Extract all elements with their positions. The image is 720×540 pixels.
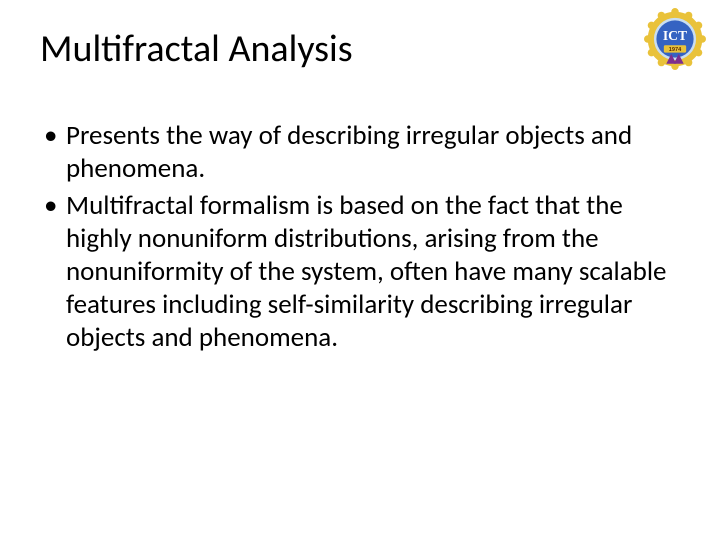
ict-logo: ICT 1974 [644, 8, 706, 70]
bullet-item: Multifractal formalism is based on the f… [40, 190, 680, 355]
bullet-list: Presents the way of describing irregular… [40, 120, 680, 355]
bullet-item: Presents the way of describing irregular… [40, 120, 680, 186]
logo-year: 1974 [669, 47, 682, 53]
logo-text: ICT [663, 28, 687, 43]
slide-title: Multifractal Analysis [40, 26, 680, 72]
slide: ICT 1974 Multifractal Analysis Presents … [0, 0, 720, 540]
